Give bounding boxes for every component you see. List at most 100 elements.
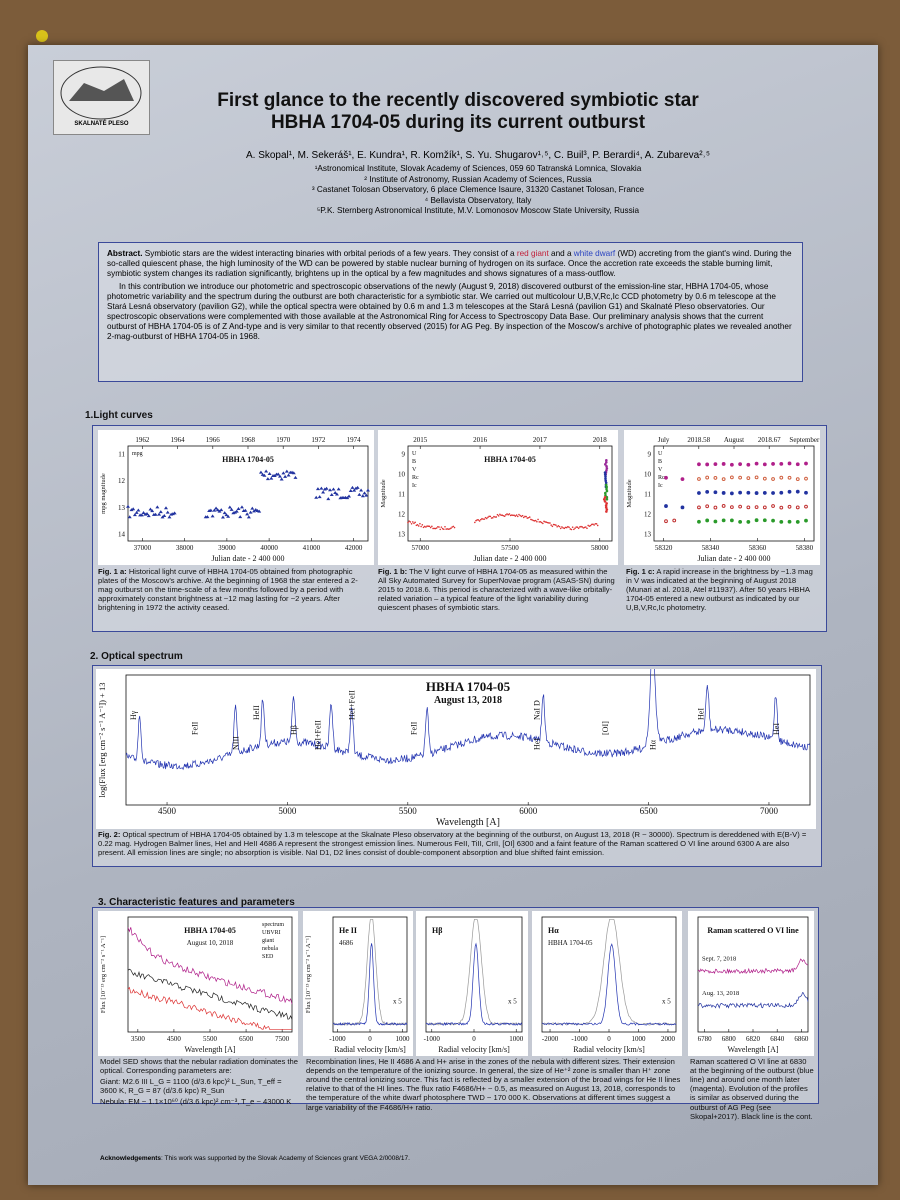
point (738, 490, 743, 495)
point (771, 477, 775, 481)
point (427, 525, 430, 527)
point (521, 514, 524, 517)
plot-content (407, 458, 609, 531)
point (522, 516, 525, 519)
point (537, 518, 539, 521)
legend-entry: mpg (132, 451, 143, 457)
x-tick-label: 42000 (345, 544, 363, 552)
legend-entry: B (658, 459, 662, 465)
text: Historical light curve of HBHA 1704-05 o… (98, 567, 358, 613)
point (544, 521, 547, 523)
point (205, 515, 210, 519)
line-label: HeI (697, 708, 706, 720)
point (500, 514, 502, 516)
line-label: Hα (649, 739, 658, 750)
caption-label: Fig. 1 b: (378, 567, 408, 576)
figure: 2015 2016 2017 2018 57000 57500 58000 9 10 11 12 13… (378, 430, 618, 565)
y-tick-label: 13 (398, 530, 406, 538)
point (508, 513, 511, 515)
section-heading: 1.Light curves (85, 410, 153, 421)
point (331, 487, 336, 491)
point (593, 524, 595, 526)
affiliations: ¹Astronomical Institute, Slovak Academy … (178, 164, 778, 217)
point (754, 518, 759, 523)
text: A rapid increase in the brightness by ~1… (626, 567, 813, 613)
text: : This work was supported by the Slovak … (161, 1155, 410, 1162)
point (576, 526, 579, 529)
point (277, 474, 282, 478)
plot-title: Hβ (432, 926, 442, 935)
point (557, 524, 560, 527)
point (589, 524, 592, 527)
figure: -1000 0 1000 Radial velocity [km/s] Flux [10… (303, 911, 413, 1056)
figure: 1962 1964 1966 1968 1970 1972 1974 37000 38000 39… (98, 430, 374, 565)
point (705, 518, 710, 523)
point (141, 510, 146, 514)
point (208, 508, 213, 512)
point (226, 514, 231, 518)
point (561, 526, 563, 528)
legend-entry: spectrum (262, 922, 284, 928)
point (491, 517, 494, 519)
point (416, 524, 419, 526)
point (262, 473, 267, 477)
point (795, 489, 800, 494)
point (771, 491, 775, 495)
point (214, 506, 219, 510)
affiliation: ¹Astronomical Institute, Slovak Academy … (314, 164, 642, 173)
point (334, 492, 339, 496)
text: red giant (516, 249, 549, 258)
point (721, 462, 726, 466)
x-tick-label: 7500 (275, 1035, 290, 1043)
point (697, 462, 701, 467)
figure: 6780 6800 6820 6840 6860 Wavelength [A] Raman … (688, 911, 814, 1056)
x-axis-label: Radial velocity [km/s] (334, 1045, 406, 1054)
point (705, 462, 710, 467)
point (488, 515, 490, 518)
point (556, 525, 558, 528)
point (713, 462, 718, 467)
point (787, 504, 792, 509)
section-heading: 3. Characteristic features and parameter… (98, 897, 295, 908)
point (511, 514, 513, 516)
point (329, 493, 334, 497)
scale-label: x 5 (662, 997, 671, 1005)
x-tick-label: -1000 (424, 1035, 441, 1043)
point (317, 495, 322, 499)
point (605, 510, 608, 513)
point (224, 513, 229, 517)
logo-text: SKALNATÉ PLESO (74, 121, 129, 127)
plot-content (127, 927, 293, 1031)
point (408, 520, 410, 522)
x-tick-label: 0 (472, 1035, 476, 1043)
point (433, 527, 436, 530)
text: The V light curve of HBHA 1704-05 as mea… (378, 567, 615, 613)
line-label: HeI+FeII (348, 690, 357, 720)
plot-subtitle: HBHA 1704-05 (548, 939, 593, 947)
figure-bg (378, 430, 618, 565)
point (236, 506, 241, 510)
point (581, 526, 584, 528)
abstract-p2: In this contribution we introduce our ph… (107, 282, 792, 341)
x-tick-label: 0 (607, 1035, 611, 1043)
point (357, 492, 362, 496)
top-tick-label: 1966 (206, 436, 221, 444)
point (258, 470, 263, 474)
point (326, 497, 331, 501)
plot-content (664, 461, 808, 524)
point (284, 469, 289, 473)
point (514, 515, 517, 517)
point (441, 527, 444, 530)
point (276, 472, 281, 476)
plot-title: Hα (548, 926, 559, 935)
point (713, 476, 718, 480)
point (281, 471, 286, 475)
point (336, 487, 341, 491)
point (279, 477, 284, 481)
point (779, 475, 784, 480)
title-line: First glance to the recently discovered … (217, 90, 699, 111)
point (364, 493, 369, 497)
point (444, 525, 446, 528)
point (333, 491, 338, 495)
curve (127, 986, 292, 1031)
